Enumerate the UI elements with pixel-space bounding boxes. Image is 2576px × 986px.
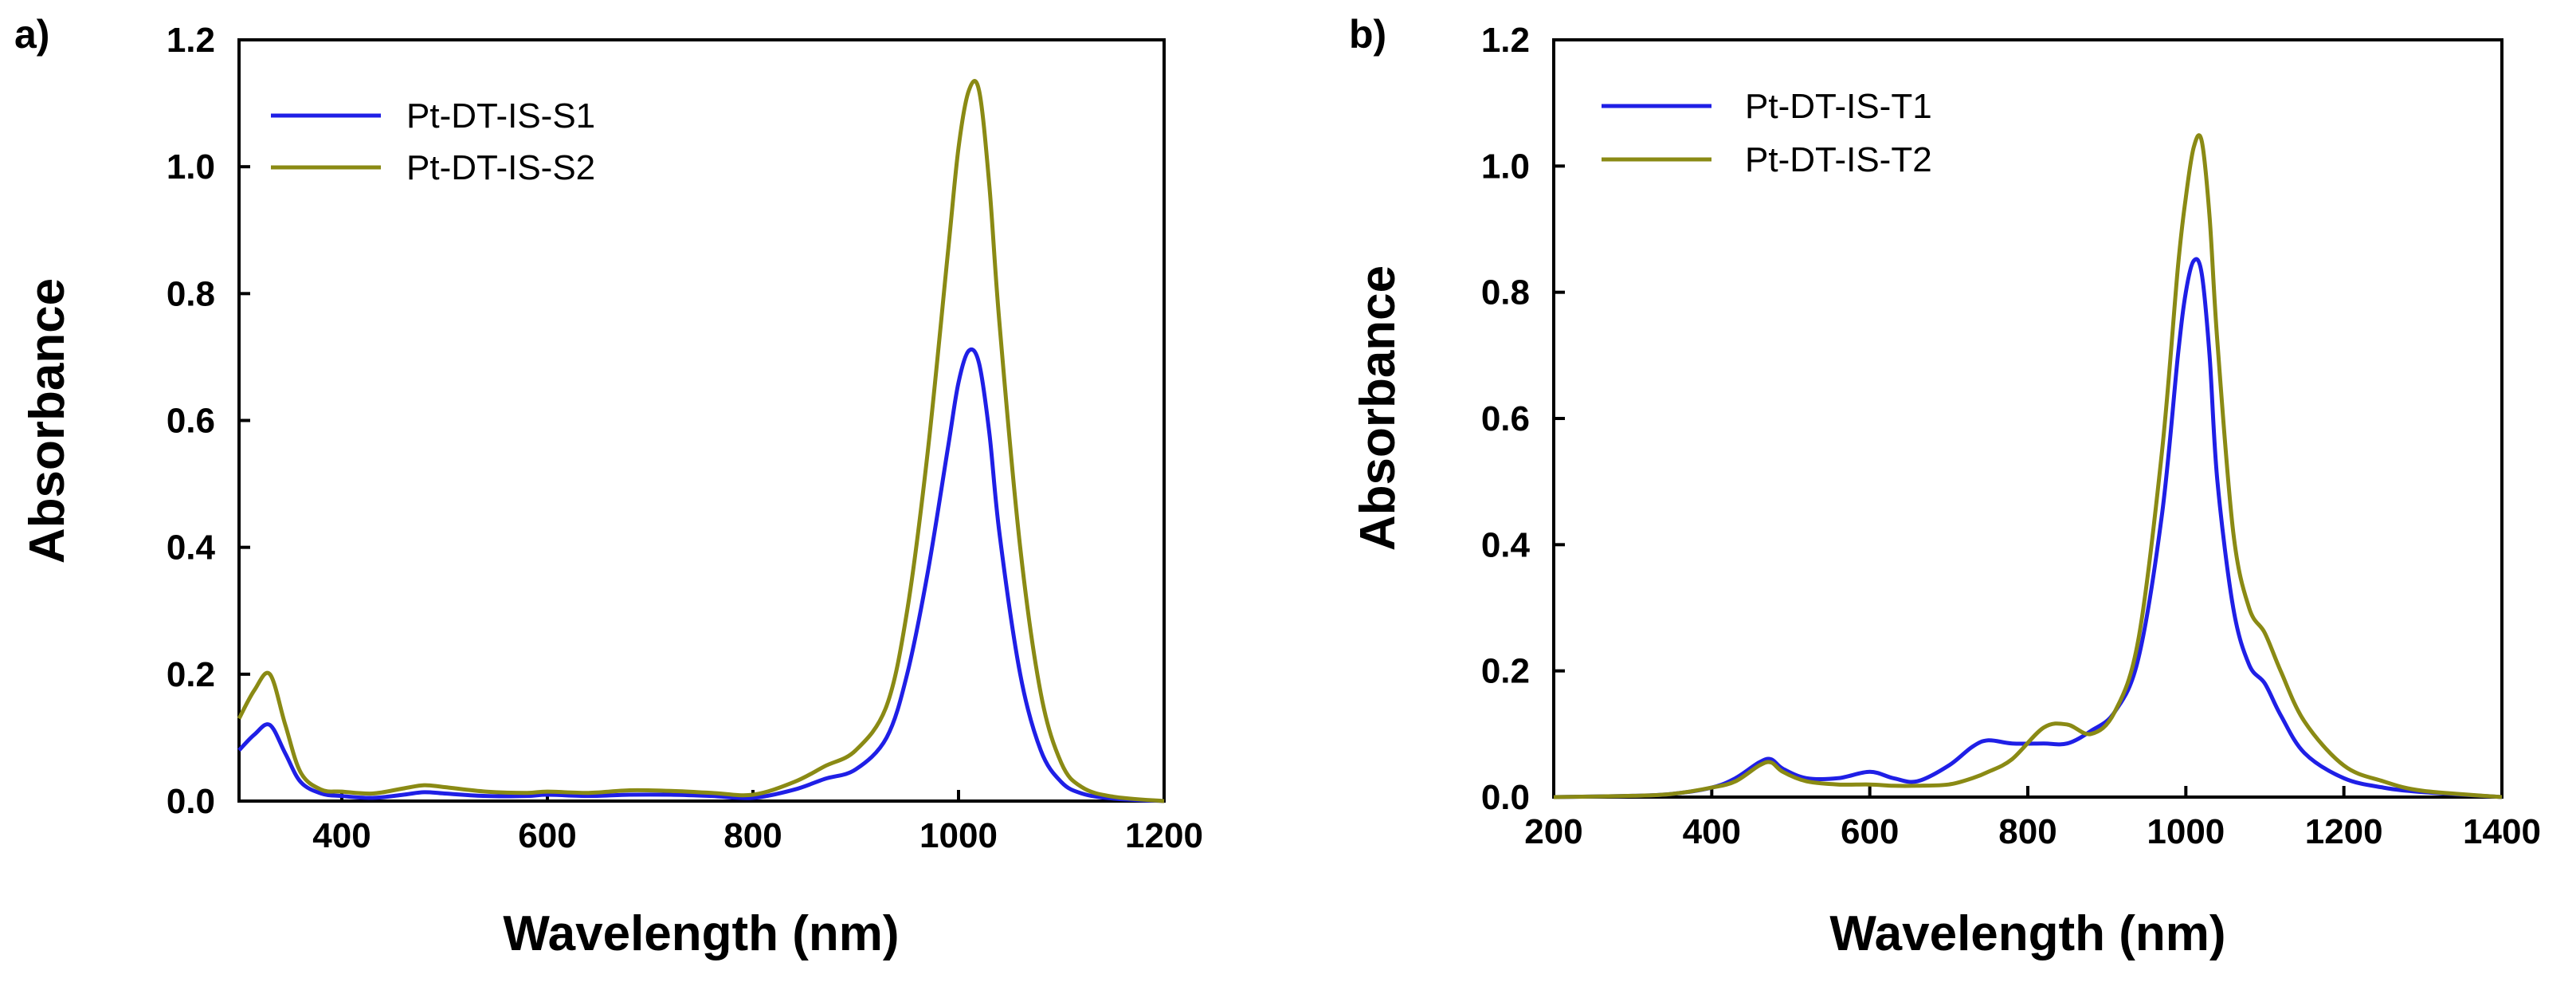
panel-a-series: [237, 79, 1165, 803]
panel-a-y-tick-label: 1.0: [167, 147, 215, 187]
panel-b-y-tick-label: 0.2: [1481, 652, 1530, 691]
panel-b-y-tick-label: 1.2: [1481, 21, 1530, 60]
panel-a-label: a): [14, 12, 49, 57]
panel-b-label: b): [1349, 12, 1386, 57]
panel-b-plot-frame: [1552, 38, 2503, 799]
panel-b-x-tick-label: 600: [1841, 812, 1899, 851]
panel-b-y-axis-title: Absorbance: [1351, 265, 1406, 551]
series-line-pt-dt-is-s2: [237, 79, 1165, 803]
series-line-pt-dt-is-s1: [237, 347, 1165, 803]
panel-b-x-tick-label: 1200: [2305, 812, 2383, 851]
panel-a-y-tick-label: 1.2: [167, 21, 215, 60]
panel-a-x-tick-label: 400: [312, 816, 371, 855]
series-line-pt-dt-is-t2: [1553, 133, 2503, 799]
panel-a-y-tick-label: 0.4: [167, 528, 216, 568]
panel-a-legend: Pt-DT-IS-S1 Pt-DT-IS-S2: [271, 96, 595, 187]
panel-b: b) 200 400 600 800 1000 1200 1400 0.0 0.2 0.4 0.6 0…: [1349, 12, 2541, 961]
panel-a-x-tick-label: 600: [518, 816, 576, 855]
legend-label-s1: Pt-DT-IS-S1: [406, 96, 595, 136]
panel-b-legend: Pt-DT-IS-T1 Pt-DT-IS-T2: [1602, 87, 1932, 179]
panel-a-y-tick-label: 0.6: [167, 402, 215, 441]
panel-a-x-tick-label: 1000: [919, 816, 998, 855]
panel-b-y-tick-label: 0.0: [1481, 778, 1530, 817]
panel-b-y-tick-label: 0.6: [1481, 399, 1530, 438]
panel-a-y-tick-label: 0.8: [167, 274, 215, 313]
panel-b-y-tick-label: 0.4: [1481, 525, 1531, 564]
panel-a-y-tick-label: 0.2: [167, 655, 215, 694]
panel-b-series: [1553, 133, 2503, 799]
panel-b-x-tick-label: 800: [1998, 812, 2056, 851]
panel-b-x-tick-label: 200: [1524, 812, 1582, 851]
panel-a-ticks: 400 600 800 1000 1200 0.0 0.2 0.4 0.6 0.8 1.0 1.2: [167, 21, 1203, 855]
series-line-pt-dt-is-t1: [1553, 257, 2503, 799]
panel-a-y-axis-title: Absorbance: [20, 278, 75, 564]
panel-a: a) 400 600 800 1000 1200 0.0 0.2 0.4 0.6 0.8 1.0 1.…: [14, 12, 1203, 961]
panel-b-y-tick-label: 1.0: [1481, 147, 1530, 186]
panel-a-x-tick-label: 1200: [1125, 816, 1203, 855]
legend-label-s2: Pt-DT-IS-S2: [406, 148, 595, 187]
panel-a-x-axis-title: Wavelength (nm): [503, 906, 899, 961]
panel-b-x-tick-label: 1000: [2147, 812, 2225, 851]
legend-label-t2: Pt-DT-IS-T2: [1745, 140, 1932, 179]
panel-b-y-tick-label: 0.8: [1481, 273, 1530, 312]
legend-label-t1: Pt-DT-IS-T1: [1745, 87, 1932, 126]
panel-a-y-tick-label: 0.0: [167, 782, 215, 821]
panel-b-x-tick-label: 400: [1683, 812, 1741, 851]
panel-b-ticks: 200 400 600 800 1000 1200 1400 0.0 0.2 0.4 0.6 0.8 1…: [1481, 21, 2541, 851]
panel-b-x-axis-title: Wavelength (nm): [1829, 906, 2225, 961]
panel-a-plot-frame: [237, 38, 1166, 803]
panel-b-x-tick-label: 1400: [2463, 812, 2541, 851]
panel-a-x-tick-label: 800: [723, 816, 782, 855]
